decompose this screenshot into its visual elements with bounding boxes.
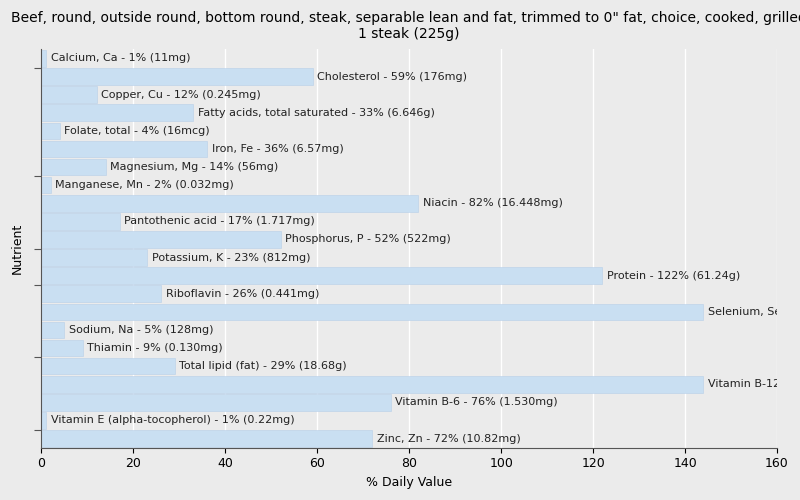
Bar xyxy=(42,158,106,176)
Text: Sodium, Na - 5% (128mg): Sodium, Na - 5% (128mg) xyxy=(69,325,214,335)
Bar xyxy=(42,122,60,139)
Bar xyxy=(42,304,703,320)
Title: Beef, round, outside round, bottom round, steak, separable lean and fat, trimmed: Beef, round, outside round, bottom round… xyxy=(11,11,800,42)
Text: Pantothenic acid - 17% (1.717mg): Pantothenic acid - 17% (1.717mg) xyxy=(124,216,315,226)
Text: Zinc, Zn - 72% (10.82mg): Zinc, Zn - 72% (10.82mg) xyxy=(377,434,521,444)
Bar xyxy=(42,286,161,302)
Bar xyxy=(42,340,83,356)
Bar xyxy=(42,86,97,103)
Bar xyxy=(42,249,147,266)
Bar xyxy=(42,394,391,410)
Bar xyxy=(42,358,174,374)
Text: Vitamin B-12 - 144% (8.62mcg): Vitamin B-12 - 144% (8.62mcg) xyxy=(708,380,800,390)
Text: Vitamin E (alpha-tocopherol) - 1% (0.22mg): Vitamin E (alpha-tocopherol) - 1% (0.22m… xyxy=(50,416,294,426)
Bar xyxy=(42,231,281,248)
Bar xyxy=(42,68,313,85)
Bar xyxy=(42,213,120,230)
Text: Riboflavin - 26% (0.441mg): Riboflavin - 26% (0.441mg) xyxy=(166,289,319,299)
Y-axis label: Nutrient: Nutrient xyxy=(11,223,24,274)
Text: Copper, Cu - 12% (0.245mg): Copper, Cu - 12% (0.245mg) xyxy=(102,90,261,100)
Text: Iron, Fe - 36% (6.57mg): Iron, Fe - 36% (6.57mg) xyxy=(211,144,343,154)
Text: Vitamin B-6 - 76% (1.530mg): Vitamin B-6 - 76% (1.530mg) xyxy=(395,398,558,407)
Bar xyxy=(42,177,50,194)
Text: Total lipid (fat) - 29% (18.68g): Total lipid (fat) - 29% (18.68g) xyxy=(179,361,347,371)
Text: Potassium, K - 23% (812mg): Potassium, K - 23% (812mg) xyxy=(152,252,310,262)
X-axis label: % Daily Value: % Daily Value xyxy=(366,476,452,489)
Bar xyxy=(42,140,207,158)
Text: Fatty acids, total saturated - 33% (6.646g): Fatty acids, total saturated - 33% (6.64… xyxy=(198,108,434,118)
Bar xyxy=(42,322,65,338)
Bar xyxy=(42,268,602,284)
Text: Protein - 122% (61.24g): Protein - 122% (61.24g) xyxy=(607,270,740,280)
Text: Phosphorus, P - 52% (522mg): Phosphorus, P - 52% (522mg) xyxy=(285,234,451,244)
Bar xyxy=(42,430,373,447)
Bar xyxy=(42,195,418,212)
Bar xyxy=(42,50,46,67)
Text: Magnesium, Mg - 14% (56mg): Magnesium, Mg - 14% (56mg) xyxy=(110,162,278,172)
Text: Manganese, Mn - 2% (0.032mg): Manganese, Mn - 2% (0.032mg) xyxy=(55,180,234,190)
Bar xyxy=(42,412,46,429)
Text: Niacin - 82% (16.448mg): Niacin - 82% (16.448mg) xyxy=(423,198,563,208)
Text: Folate, total - 4% (16mcg): Folate, total - 4% (16mcg) xyxy=(65,126,210,136)
Text: Cholesterol - 59% (176mg): Cholesterol - 59% (176mg) xyxy=(318,72,467,82)
Bar xyxy=(42,104,193,121)
Text: Calcium, Ca - 1% (11mg): Calcium, Ca - 1% (11mg) xyxy=(50,54,190,64)
Bar xyxy=(42,376,703,392)
Text: Thiamin - 9% (0.130mg): Thiamin - 9% (0.130mg) xyxy=(87,343,223,353)
Text: Selenium, Se - 144% (100.8mcg): Selenium, Se - 144% (100.8mcg) xyxy=(708,307,800,317)
